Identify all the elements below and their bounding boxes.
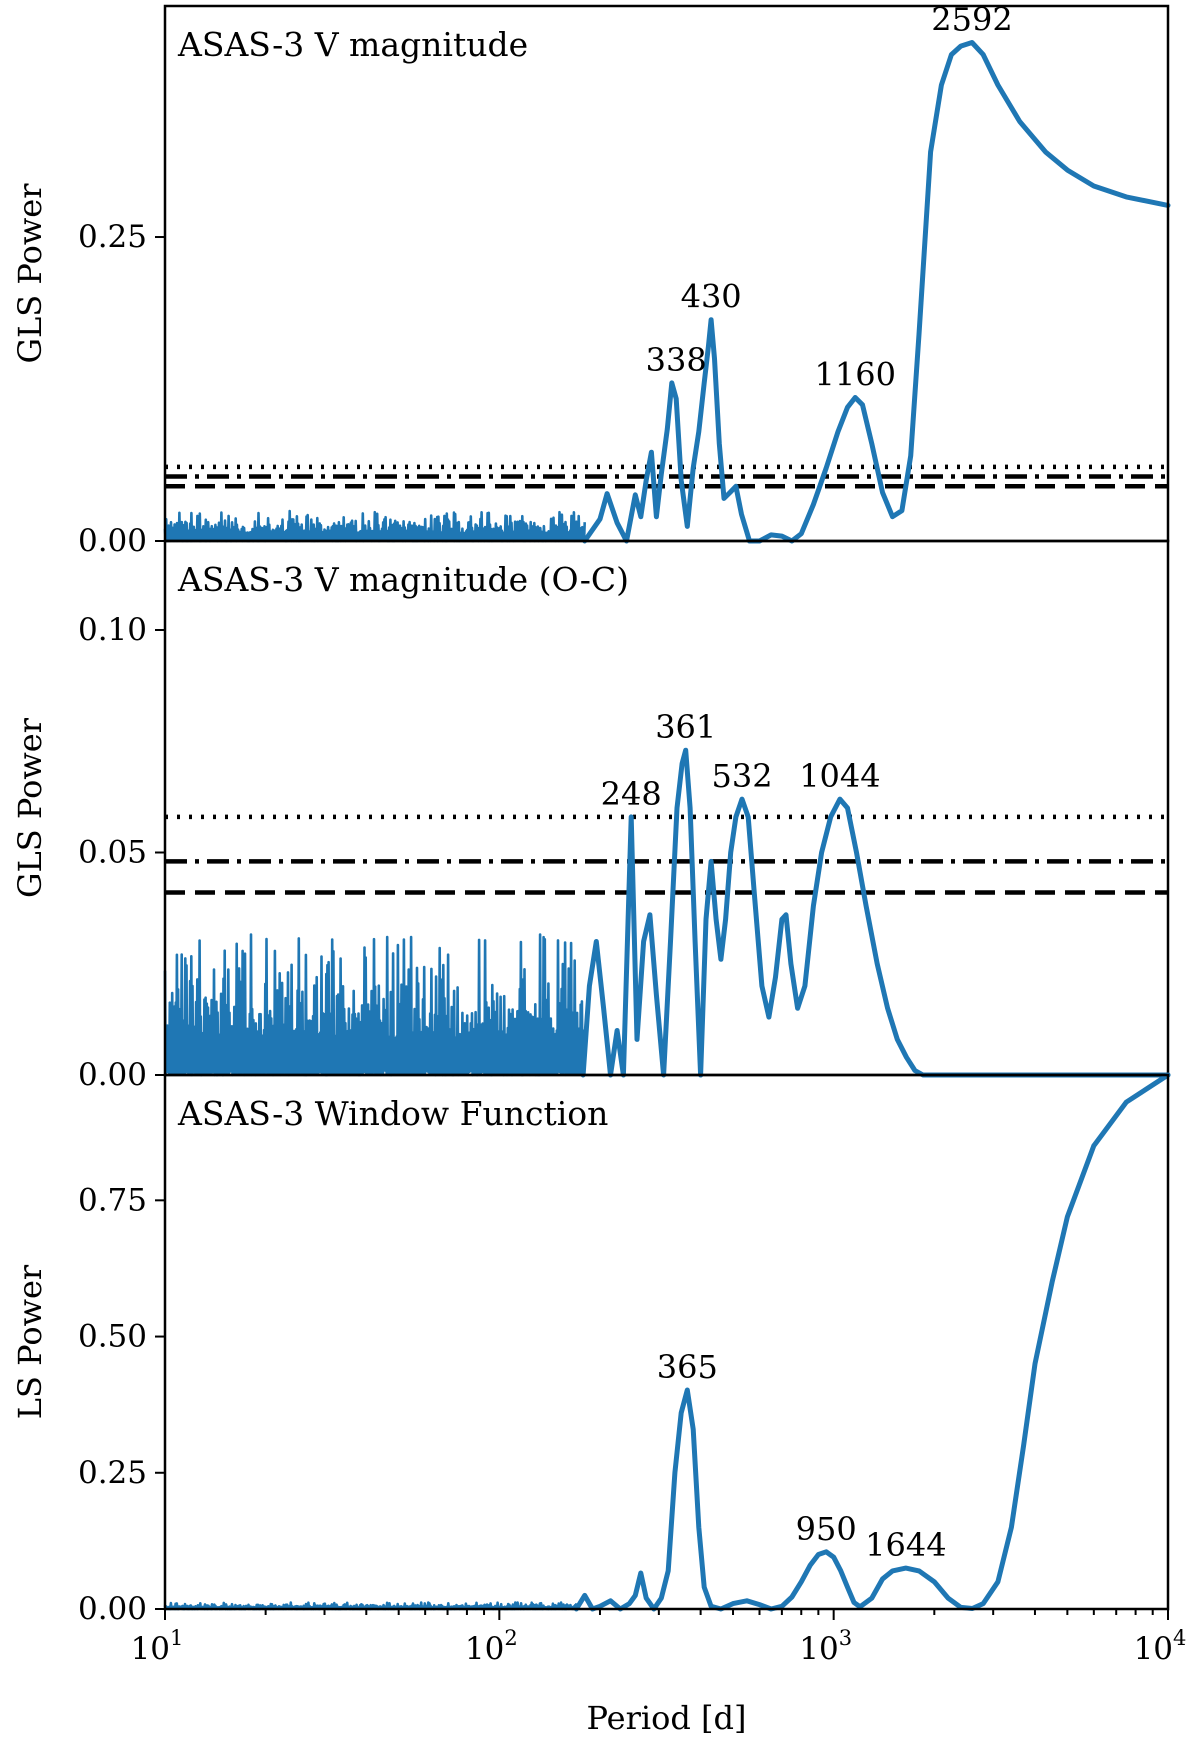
ytick-label: 0.10 bbox=[78, 612, 147, 648]
peak-label: 361 bbox=[655, 708, 716, 746]
peak-label-layer: 248 361 532 1044 bbox=[601, 708, 881, 813]
peak-label: 248 bbox=[601, 775, 662, 813]
panel-frame bbox=[163, 4, 1170, 543]
peak-label-layer: 338 430 1160 2592 bbox=[646, 0, 1013, 393]
xtick-label: 104 bbox=[1134, 1626, 1187, 1667]
ytick-label: 0.05 bbox=[78, 835, 147, 871]
panel-oc: 0.00 0.05 0.10 ASAS-3 V magnitude (O-C) GL… bbox=[11, 539, 1171, 1093]
ytick-label: 0.25 bbox=[78, 1455, 147, 1491]
gls-series-line bbox=[582, 40, 1171, 544]
panel-v-magnitude: 0.00 0.25 ASAS-3 V magnitude GLS Power 33… bbox=[11, 0, 1171, 559]
x-axis-label: Period [d] bbox=[587, 1699, 747, 1737]
xtick-label: 103 bbox=[799, 1626, 852, 1667]
panel-title: ASAS-3 V magnitude (O-C) bbox=[177, 560, 629, 599]
y-axis-label: LS Power bbox=[11, 1264, 49, 1419]
panel-window-function: 0.000.250.500.75 ASAS-3 Window Function … bbox=[11, 1072, 1187, 1737]
peak-label: 2592 bbox=[931, 0, 1012, 38]
ytick-label: 0.00 bbox=[78, 523, 147, 559]
ytick-label: 0.00 bbox=[78, 1591, 147, 1627]
peak-label: 430 bbox=[681, 278, 742, 316]
panel-title: ASAS-3 Window Function bbox=[177, 1094, 608, 1133]
threshold-layer bbox=[165, 464, 1168, 489]
panel-title: ASAS-3 V magnitude bbox=[177, 25, 528, 64]
panel-frame bbox=[163, 1073, 1170, 1611]
noise-layer bbox=[163, 933, 585, 1077]
ytick-layer: 0.00 0.25 bbox=[78, 219, 165, 559]
xtick-layer: 101 102 103 104 bbox=[131, 1609, 1187, 1667]
ytick-layer: 0.00 0.05 0.10 bbox=[78, 612, 165, 1093]
peak-label: 950 bbox=[796, 1510, 857, 1548]
threshold-layer bbox=[165, 814, 1168, 895]
peak-label: 365 bbox=[657, 1348, 718, 1386]
y-axis-label: GLS Power bbox=[11, 183, 49, 364]
gls-series-line bbox=[580, 747, 1171, 1078]
ytick-label: 0.25 bbox=[78, 219, 147, 255]
peak-label: 1644 bbox=[865, 1526, 946, 1564]
peak-label: 338 bbox=[646, 341, 707, 379]
peak-label-layer: 365 950 1644 bbox=[657, 1348, 947, 1564]
y-axis-label: GLS Power bbox=[11, 717, 49, 898]
ytick-label: 0.50 bbox=[78, 1319, 147, 1355]
ls-series-line bbox=[573, 1072, 1171, 1612]
peak-label: 532 bbox=[711, 757, 772, 795]
noise-layer bbox=[163, 509, 586, 543]
xtick-label: 101 bbox=[131, 1626, 184, 1667]
ytick-label: 0.75 bbox=[78, 1182, 147, 1218]
noise-line bbox=[163, 509, 586, 543]
ytick-layer: 0.00 0.25 0.50 0.75 bbox=[78, 1182, 165, 1627]
ytick-label: 0.00 bbox=[78, 1057, 147, 1093]
peak-label: 1160 bbox=[814, 356, 895, 394]
noise-line bbox=[163, 933, 585, 1077]
xtick-label: 102 bbox=[465, 1626, 518, 1667]
peak-label: 1044 bbox=[799, 757, 880, 795]
